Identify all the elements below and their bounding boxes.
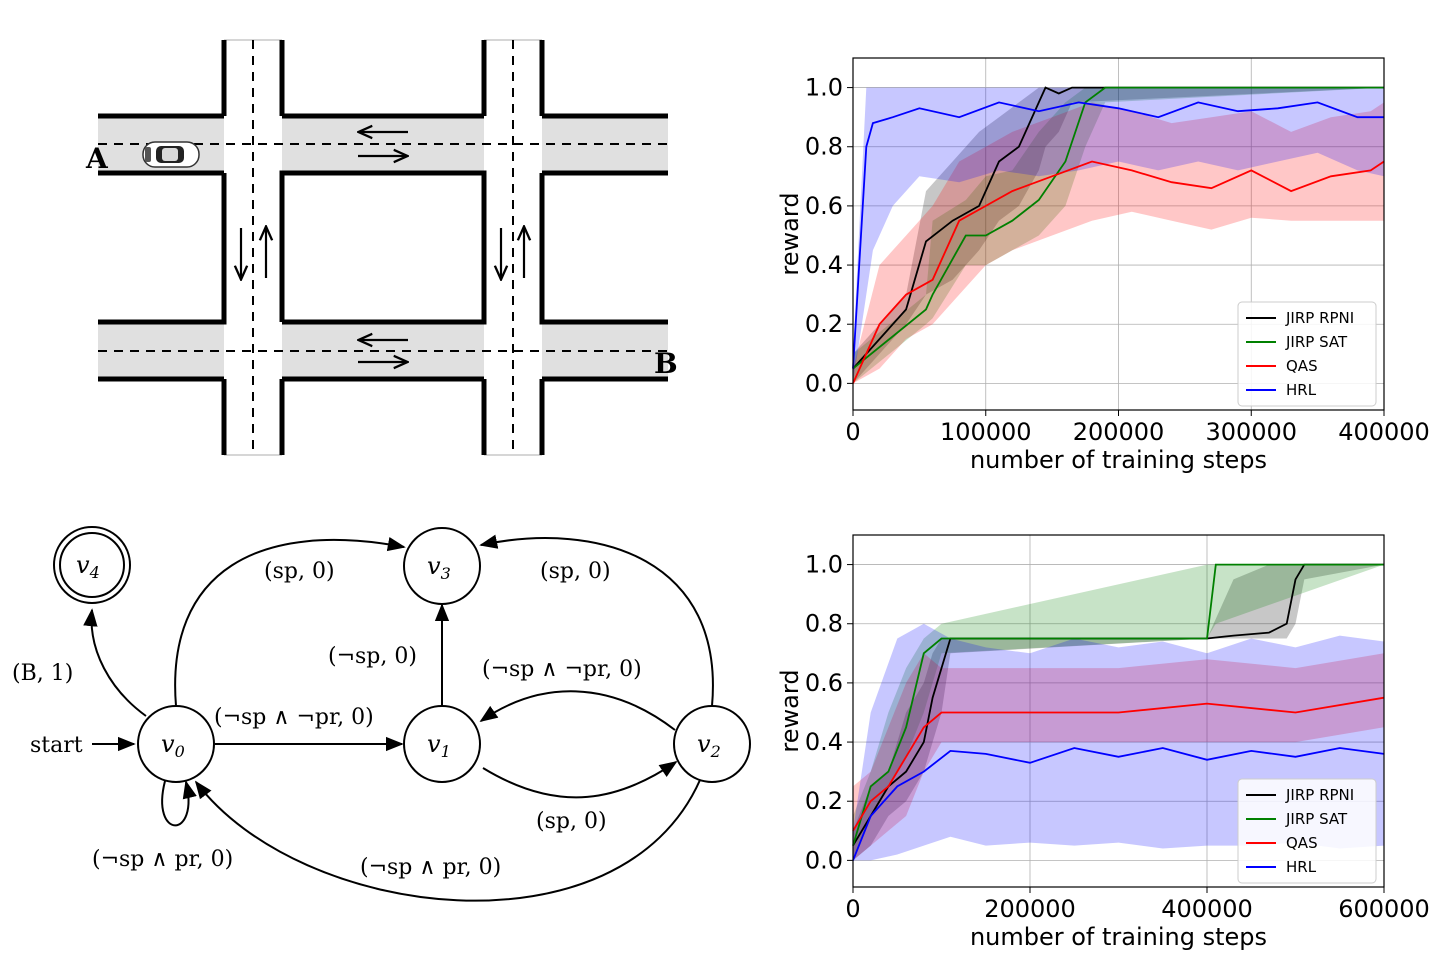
y-tick-label: 0.6: [805, 669, 843, 697]
chart-bottom: 0 200000 400000 600000 0.0 0.2 0.4 0.6 0.8 1.0 num…: [776, 534, 1430, 951]
label-v2-v3: (sp, 0): [540, 559, 611, 584]
plot-frame: [852, 534, 1385, 888]
legend-label: JIRP SAT: [1285, 333, 1348, 351]
label-v1-v3: (¬sp, 0): [328, 644, 417, 669]
legend-label: HRL: [1286, 381, 1317, 399]
state-v2: v2: [673, 705, 751, 783]
x-axis-label: number of training steps: [970, 446, 1267, 474]
x-tick-label: 200000: [1073, 418, 1165, 446]
x-tick-label: 600000: [1338, 895, 1430, 923]
state-v1: v1: [403, 705, 481, 783]
plot-frame: [852, 57, 1385, 411]
label-v0-self: (¬sp ∧ pr, 0): [92, 847, 233, 872]
state-v4-base: v: [76, 551, 90, 579]
x-axis-label: number of training steps: [970, 923, 1267, 951]
svg-text:v0: v0: [161, 730, 185, 761]
legend-label: JIRP SAT: [1285, 810, 1348, 828]
label-a: A: [85, 142, 109, 175]
legend-label: QAS: [1286, 357, 1318, 375]
state-v4: v4: [53, 526, 131, 604]
state-v0-base: v: [161, 730, 175, 758]
y-tick-label: 0.0: [805, 369, 843, 397]
legend-label: JIRP RPNI: [1285, 309, 1354, 327]
edge-v0-v3: [174, 536, 406, 707]
band-hrl: [853, 87, 1384, 384]
y-tick-label: 0.4: [805, 251, 843, 279]
chart-top: 0 100000 200000 300000 400000 0.0 0.2 0.4 0.6 0.8…: [776, 57, 1430, 474]
edge-v0-v4: [83, 608, 147, 717]
y-axis-label: reward: [776, 192, 804, 275]
direction-arrows: [241, 132, 524, 362]
band-qas: [853, 653, 1384, 861]
x-tick-label: 0: [845, 418, 860, 446]
road-map: A B: [85, 39, 678, 456]
x-tick-label: 300000: [1205, 418, 1297, 446]
start-label: start: [30, 733, 83, 758]
svg-text:v2: v2: [697, 730, 721, 761]
x-tick-label: 0: [845, 895, 860, 923]
label-v2-v0: (¬sp ∧ pr, 0): [360, 855, 501, 880]
legend: [1237, 301, 1377, 407]
line-jirp-sat: [852, 86, 1384, 370]
state-v1-sub: 1: [441, 742, 451, 761]
state-v3-sub: 3: [441, 564, 451, 583]
x-tick-label: 100000: [940, 418, 1032, 446]
edge-v2-v1: [479, 690, 676, 731]
state-v4-sub: 4: [89, 563, 100, 582]
edge-v2-v0: [194, 779, 701, 902]
line-hrl: [852, 101, 1384, 369]
y-tick-label: 1.0: [805, 74, 843, 102]
curbs: [98, 40, 668, 455]
edge-v1-v2: [482, 760, 678, 799]
svg-text:v3: v3: [427, 552, 451, 583]
automaton-diagram: v4 v0 v1 v2 v3 start (B, 1) (sp, 0) (sp,…: [12, 526, 751, 902]
y-tick-label: 0.6: [805, 192, 843, 220]
automaton-edges: [83, 534, 714, 902]
line-hrl: [852, 747, 1385, 861]
svg-text:v1: v1: [427, 730, 451, 761]
x-tick-label: 400000: [1161, 895, 1253, 923]
svg-text:v4: v4: [76, 551, 100, 582]
lane-dividers: [98, 40, 668, 455]
y-axis-label: reward: [776, 669, 804, 752]
label-v1-v2: (sp, 0): [536, 809, 607, 834]
y-tick-label: 0.2: [805, 310, 843, 338]
state-v2-base: v: [697, 730, 711, 758]
label-v0-v4: (B, 1): [12, 661, 73, 686]
state-v3-base: v: [427, 552, 441, 580]
line-qas: [852, 696, 1385, 832]
line-qas: [852, 160, 1385, 384]
edge-v2-v3: [479, 534, 714, 707]
band-jirp-sat: [853, 87, 1384, 384]
line-jirp-rpni: [852, 86, 1384, 370]
legend-label: JIRP RPNI: [1285, 786, 1354, 804]
label-v0-v3: (sp, 0): [264, 559, 335, 584]
state-v3: v3: [403, 527, 481, 605]
state-v0-sub: 0: [175, 742, 185, 761]
label-v0-v1: (¬sp ∧ ¬pr, 0): [214, 705, 374, 730]
label-b: B: [654, 347, 678, 380]
y-tick-label: 0.8: [805, 133, 843, 161]
state-v2-sub: 2: [710, 742, 721, 761]
legend: [1237, 778, 1377, 884]
legend-label: HRL: [1286, 858, 1317, 876]
x-tick-label: 200000: [984, 895, 1076, 923]
state-v0: v0: [137, 705, 215, 783]
edge-v0-self: [161, 780, 197, 827]
y-tick-label: 1.0: [805, 551, 843, 579]
y-tick-label: 0.8: [805, 610, 843, 638]
y-tick-label: 0.2: [805, 787, 843, 815]
car-icon: [142, 141, 200, 168]
line-jirp-sat: [852, 563, 1384, 846]
legend-label: QAS: [1286, 834, 1318, 852]
band-qas: [853, 102, 1384, 384]
label-v2-v1: (¬sp ∧ ¬pr, 0): [482, 657, 642, 682]
y-tick-label: 0.4: [805, 728, 843, 756]
state-v1-base: v: [427, 730, 441, 758]
x-tick-label: 400000: [1338, 418, 1430, 446]
band-jirp-rpni: [853, 87, 1384, 384]
y-tick-label: 0.0: [805, 846, 843, 874]
road-lower: [98, 322, 668, 379]
